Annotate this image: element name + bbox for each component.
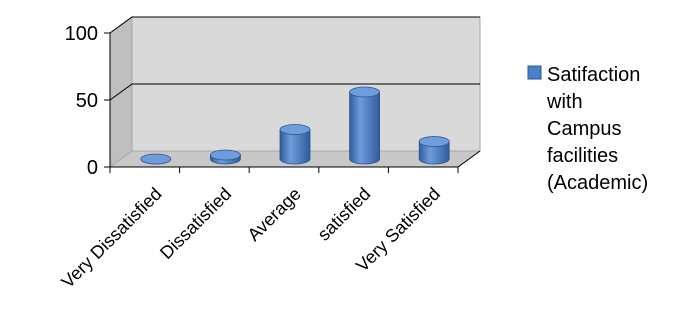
bar xyxy=(349,86,381,165)
legend: Satifaction with Campus facilities (Academic… xyxy=(527,64,648,194)
x-tick-label: Very Dissatisfied xyxy=(57,184,165,292)
bar xyxy=(279,124,311,165)
bar xyxy=(418,136,450,165)
bar-top xyxy=(418,136,450,147)
legend-line: facilities xyxy=(547,145,618,167)
y-tick-labels: 0 50 100 xyxy=(65,23,98,179)
bars xyxy=(140,86,450,165)
x-tick-label: Average xyxy=(244,184,305,245)
bar xyxy=(140,153,172,165)
bar xyxy=(209,149,241,165)
bar-top xyxy=(140,153,172,165)
legend-label: Satifaction with Campus facilities (Academic… xyxy=(546,64,648,194)
floor-edge xyxy=(457,150,481,168)
bar-body xyxy=(349,91,380,165)
x-tick-label: satisfied xyxy=(314,184,375,245)
legend-line: with xyxy=(546,91,583,113)
y-tick-label: 50 xyxy=(76,90,98,112)
bar-top xyxy=(279,124,311,135)
gridlines xyxy=(109,16,480,101)
gridline xyxy=(109,83,480,101)
gridline xyxy=(109,16,480,34)
legend-swatch xyxy=(527,65,542,80)
bar-top xyxy=(209,149,241,161)
x-tick-label: Dissatisfied xyxy=(156,184,235,263)
legend-line: Campus xyxy=(547,118,621,140)
legend-line: (Academic) xyxy=(547,172,648,194)
y-tick-label: 100 xyxy=(65,23,98,45)
bar-body xyxy=(279,129,311,165)
y-tick-label: 0 xyxy=(87,157,98,179)
axes xyxy=(104,32,481,173)
bar-top xyxy=(349,86,381,98)
legend-line: Satifaction xyxy=(547,64,640,86)
bar-body xyxy=(418,141,450,165)
